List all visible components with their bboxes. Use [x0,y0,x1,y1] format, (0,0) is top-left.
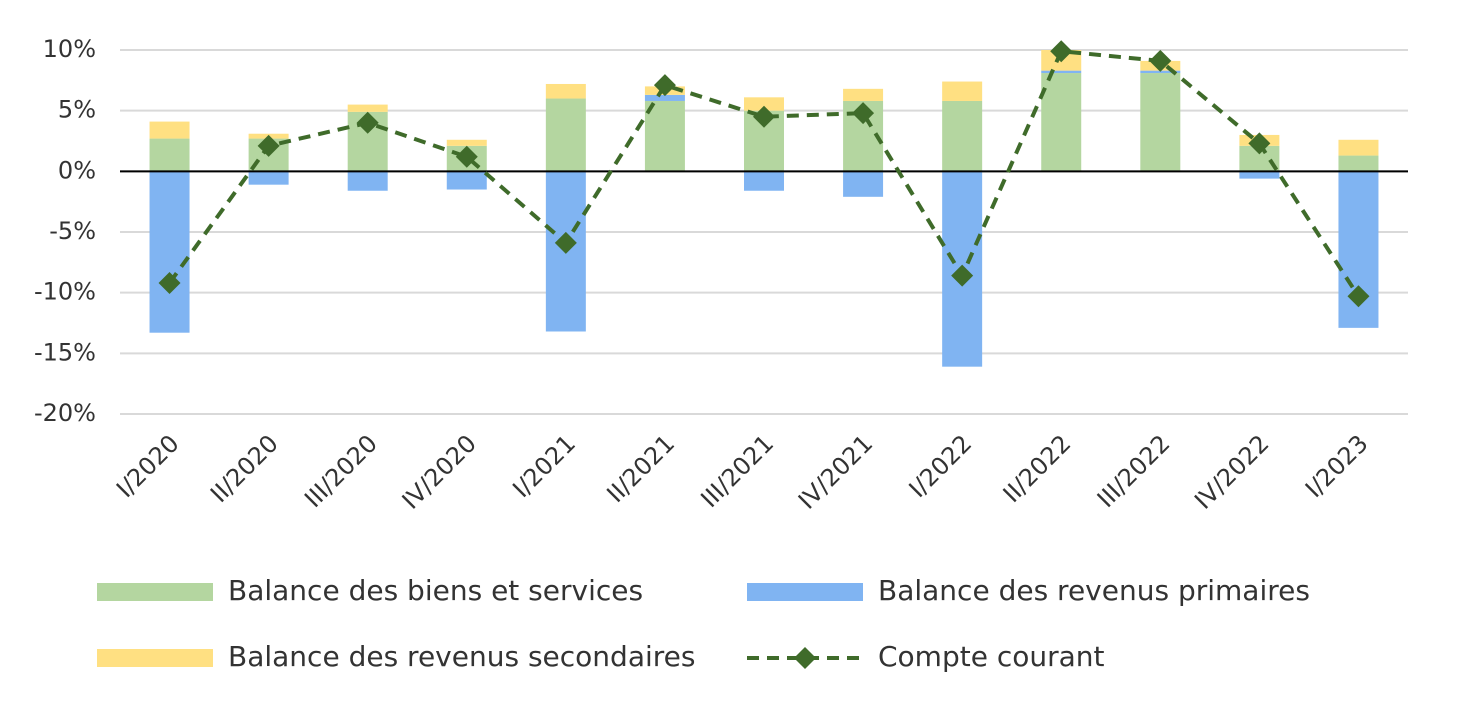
bar [545,83,586,99]
marker [951,264,974,287]
marker [356,111,379,134]
bar [149,171,190,333]
legend-swatch [97,649,213,667]
legend-label: Balance des biens et services [228,574,643,607]
bar [942,81,983,101]
bar [1338,155,1379,172]
marker [852,102,875,125]
bar [545,98,586,172]
x-tick-label: II/2021 [601,429,680,508]
legend-label: Compte courant [878,640,1105,673]
bar [446,171,487,190]
x-tick-label: I/2021 [507,429,581,503]
y-tick-label: -10% [34,278,96,306]
x-tick-label: II/2022 [998,429,1077,508]
y-tick-label: -5% [49,217,96,245]
x-tick-label: IV/2022 [1189,429,1274,514]
marker [1347,285,1370,308]
marker [1149,49,1172,72]
marker [257,134,280,157]
legend-swatch [747,583,863,601]
legend-label: Balance des revenus secondaires [228,640,695,673]
marker [1050,40,1073,63]
bar [942,100,983,172]
legend-swatch [97,583,213,601]
bar [149,121,190,139]
x-tick-label: IV/2021 [793,429,878,514]
bar [1338,139,1379,156]
marker [1248,132,1271,155]
x-tick-label: I/2020 [111,429,185,503]
y-tick-label: -15% [34,338,96,366]
bar [843,171,884,197]
marker [554,231,577,254]
y-tick-label: -20% [34,399,96,427]
x-tick-label: I/2022 [904,429,978,503]
bar [1239,171,1280,179]
legend-marker [794,647,816,669]
marker [753,105,775,128]
bar [644,94,685,101]
bar [843,88,884,101]
bar [744,97,784,111]
y-tick-label: 10% [43,35,96,63]
x-tick-label: III/2020 [299,429,383,513]
bar [1041,70,1082,74]
y-tick-label: 5% [58,96,96,124]
bar [1041,73,1082,172]
bar [347,104,388,112]
bar [446,139,487,146]
bar [248,171,289,185]
legend-label: Balance des revenus primaires [878,574,1310,607]
bar [149,138,190,172]
x-tick-label: III/2021 [695,429,779,513]
x-tick-label: IV/2020 [397,429,482,514]
x-tick-label: II/2020 [205,429,284,508]
bar [744,171,784,191]
marker [455,145,478,168]
bar [347,171,388,191]
y-tick-label: 0% [58,156,96,184]
bar [1140,73,1181,172]
x-tick-label: III/2022 [1092,429,1176,513]
marker [158,271,181,294]
x-tick-label: I/2023 [1300,429,1374,503]
marker [653,74,676,97]
bar [644,100,685,172]
